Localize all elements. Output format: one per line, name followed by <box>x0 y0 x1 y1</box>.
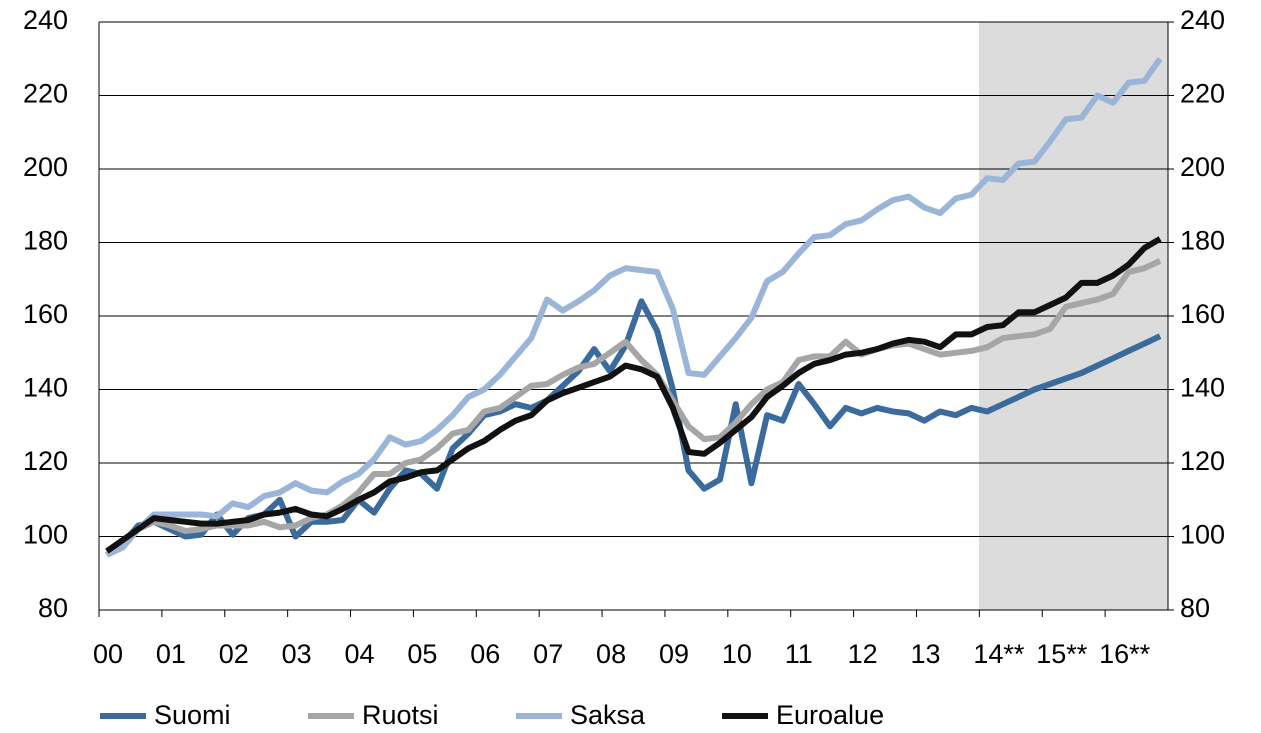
series-line <box>105 258 1162 554</box>
y2-tick-label: 200 <box>1180 152 1225 182</box>
y2-tick-label: 80 <box>1180 593 1210 623</box>
series-line <box>105 236 1162 554</box>
x-tick-label: 02 <box>219 639 249 669</box>
y2-tick-label: 220 <box>1180 79 1225 109</box>
x-tick-label: 16** <box>1099 639 1151 669</box>
y-tick-label: 120 <box>23 446 68 476</box>
y-tick-label: 160 <box>23 299 68 329</box>
y2-tick-label: 240 <box>1180 5 1225 35</box>
x-tick-label: 12 <box>848 639 878 669</box>
x-tick-label: 10 <box>722 639 752 669</box>
y2-tick-label: 180 <box>1180 226 1225 256</box>
x-tick-label: 08 <box>596 639 626 669</box>
y2-tick-label: 160 <box>1180 299 1225 329</box>
y-tick-label: 240 <box>23 5 68 35</box>
y2-tick-label: 140 <box>1180 373 1225 403</box>
y-tick-label: 140 <box>23 373 68 403</box>
x-tick-label: 13 <box>910 639 940 669</box>
y-tick-label: 180 <box>23 226 68 256</box>
legend-label: Euroalue <box>776 700 884 730</box>
x-tick-label: 11 <box>785 639 813 669</box>
y-tick-label: 100 <box>23 520 68 550</box>
x-tick-label: 05 <box>407 639 437 669</box>
x-tick-label: 04 <box>345 639 375 669</box>
series-line <box>105 57 1163 558</box>
x-tick-label: 03 <box>282 639 312 669</box>
y-tick-label: 220 <box>23 79 68 109</box>
x-tick-label: 14** <box>973 639 1025 669</box>
legend-label: Saksa <box>570 700 646 730</box>
x-tick-label: 06 <box>470 639 500 669</box>
y2-tick-label: 100 <box>1180 520 1225 550</box>
x-tick-label: 00 <box>93 639 123 669</box>
legend-label: Ruotsi <box>362 700 439 730</box>
legend-label: Suomi <box>154 700 231 730</box>
x-tick-label: 01 <box>156 639 186 669</box>
series-line <box>105 298 1162 558</box>
y-tick-label: 80 <box>38 593 68 623</box>
y2-tick-label: 120 <box>1180 446 1225 476</box>
x-tick-label: 07 <box>533 639 563 669</box>
x-tick-label: 15** <box>1036 639 1088 669</box>
y-tick-label: 200 <box>23 152 68 182</box>
x-tick-label: 09 <box>659 639 689 669</box>
